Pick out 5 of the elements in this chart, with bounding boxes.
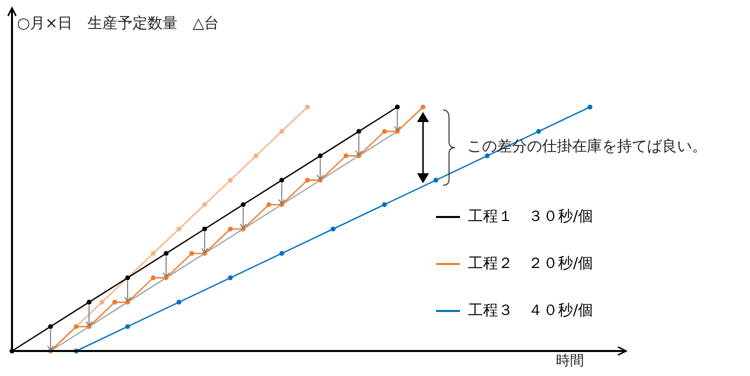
x-axis-title: 時間 — [556, 352, 584, 370]
legend-label: 工程３ ４０秒/個 — [468, 301, 594, 320]
y-axis-title: ○月×日 生産予定数量 △台 — [17, 14, 220, 33]
legend-label: 工程１ ３０秒/個 — [468, 207, 594, 226]
legend-label: 工程２ ２０秒/個 — [468, 254, 594, 273]
